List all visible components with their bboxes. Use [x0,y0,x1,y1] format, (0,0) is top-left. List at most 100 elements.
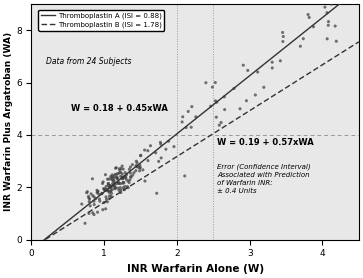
Point [188,125,194,130]
Point [117,168,123,173]
Point [103,207,109,211]
Point [158,140,163,145]
Point [91,195,97,199]
Point [94,188,100,193]
Point [87,197,93,201]
Point [109,187,115,192]
Point [114,176,120,181]
Point [118,185,123,190]
Point [86,196,92,200]
Point [108,185,114,189]
Point [112,183,118,187]
Point [118,190,124,195]
Point [115,172,121,176]
Point [306,15,312,20]
Point [130,162,135,167]
Point [142,148,147,152]
Point [121,186,126,190]
Point [118,181,123,186]
Point [107,185,113,190]
Point [107,185,113,190]
Point [133,168,139,173]
Point [322,5,328,9]
Point [105,188,110,193]
Point [269,60,275,64]
Point [84,190,90,195]
Point [156,159,162,164]
Point [134,159,139,163]
Point [280,30,286,35]
Point [216,123,222,127]
Point [95,189,101,193]
Point [123,173,129,177]
Point [105,200,110,204]
Point [110,182,115,186]
Point [107,184,113,188]
Point [114,181,120,186]
Point [134,160,140,165]
Point [145,158,151,163]
Point [193,115,199,119]
Point [111,183,117,188]
Point [140,168,146,172]
Point [148,143,154,148]
Point [120,181,126,185]
Point [118,166,124,171]
Point [119,175,125,179]
Point [128,174,134,179]
Point [122,174,127,179]
Point [166,139,171,143]
Point [203,81,209,85]
Point [102,188,108,193]
Point [103,197,109,202]
Point [137,163,143,167]
Point [218,120,224,125]
Point [122,170,128,175]
Point [108,189,114,193]
Point [182,174,188,178]
Point [119,177,125,181]
Point [85,190,90,194]
Point [106,177,112,181]
Point [114,175,120,180]
Point [120,167,126,172]
Point [107,184,113,188]
Point [311,24,317,29]
Point [112,187,118,191]
Point [280,34,286,39]
X-axis label: INR Warfarin Alone (W): INR Warfarin Alone (W) [127,264,264,274]
Point [107,183,113,188]
Point [261,85,267,90]
Point [109,191,114,196]
Point [111,176,117,180]
Point [105,182,111,186]
Legend: Thromboplastin A (ISI = 0.88), Thromboplastin B (ISI = 1.78): Thromboplastin A (ISI = 0.88), Thrombopl… [38,10,164,31]
Point [118,188,124,192]
Point [127,165,133,169]
Point [221,95,227,99]
Point [103,195,109,199]
Point [133,163,139,168]
Point [123,175,129,180]
Point [110,175,115,180]
Point [113,166,118,170]
Point [91,199,97,203]
Point [86,194,91,199]
Point [109,173,115,177]
Point [127,178,133,182]
Point [121,180,127,185]
Point [95,190,101,194]
Point [100,207,106,212]
Point [138,153,144,158]
Point [180,115,185,119]
Text: Data from 24 Subjects: Data from 24 Subjects [46,57,131,66]
Point [179,120,185,124]
Point [300,36,306,41]
Point [208,104,214,108]
Point [122,187,127,192]
Y-axis label: INR Warfarin Plus Argatroban (WA): INR Warfarin Plus Argatroban (WA) [4,32,13,212]
Point [324,37,330,41]
Point [114,172,119,177]
Point [183,125,189,130]
Point [90,193,96,198]
